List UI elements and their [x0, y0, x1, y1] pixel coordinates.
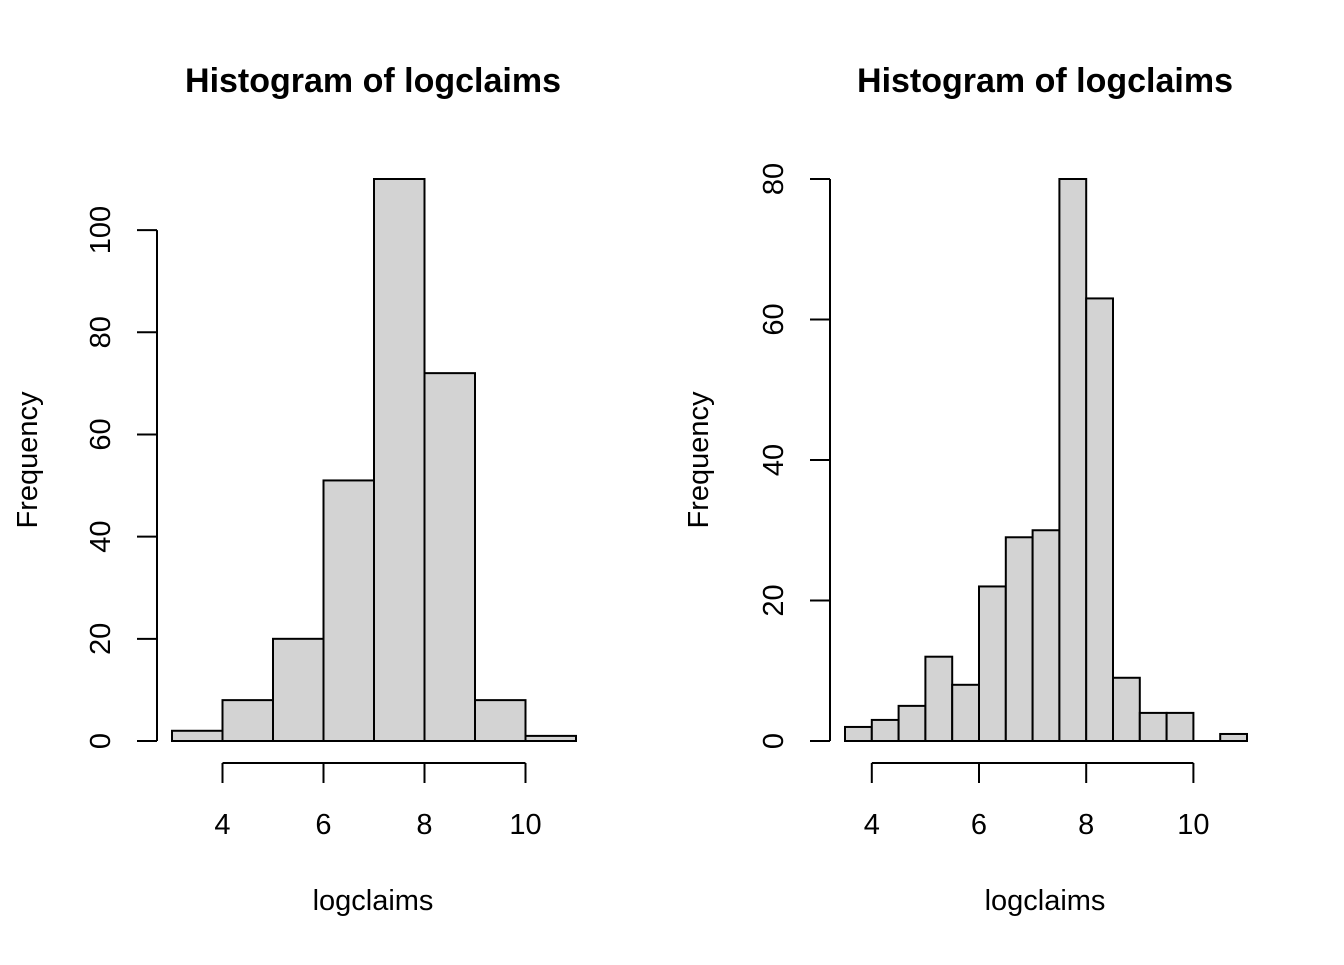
chart-title: Histogram of logclaims	[857, 62, 1233, 100]
histogram-bar	[1006, 537, 1033, 741]
histogram-bar	[526, 736, 577, 741]
histogram-bar	[1033, 530, 1060, 741]
y-tick-label: 20	[758, 584, 790, 616]
histogram-bar	[1086, 298, 1113, 741]
x-tick-label: 8	[416, 809, 432, 841]
x-axis: 4 6 8 10	[214, 763, 541, 841]
x-tick-label: 4	[214, 809, 230, 841]
y-tick-label: 80	[758, 163, 790, 195]
y-tick-label: 20	[85, 623, 117, 655]
x-axis: 4 6 8 10	[864, 763, 1210, 841]
histogram-bar	[172, 731, 223, 741]
chart-title: Histogram of logclaims	[185, 62, 561, 100]
y-axis: 0 20 40 60 80 100	[85, 206, 157, 749]
y-tick-label: 40	[758, 444, 790, 476]
x-tick-label: 6	[315, 809, 331, 841]
histogram-bar	[273, 639, 324, 741]
y-tick-label: 40	[85, 521, 117, 553]
histogram-bar	[223, 700, 274, 741]
x-tick-label: 10	[1177, 809, 1209, 841]
y-tick-label: 80	[85, 316, 117, 348]
histogram-bar	[1220, 734, 1247, 741]
y-tick-label: 60	[758, 303, 790, 335]
histogram-bar	[1167, 713, 1194, 741]
histogram-bar	[872, 720, 899, 741]
histogram-bar	[324, 480, 375, 741]
histogram-bar	[475, 700, 526, 741]
histogram-bar	[899, 706, 926, 741]
y-tick-label: 0	[85, 733, 117, 749]
x-tick-label: 8	[1078, 809, 1094, 841]
histogram-bar	[374, 179, 425, 741]
histogram-bars	[845, 179, 1247, 741]
y-tick-label: 60	[85, 418, 117, 450]
x-axis-label: logclaims	[313, 885, 434, 917]
y-axis: 0 20 40 60 80	[758, 163, 830, 749]
histogram-bar	[925, 657, 952, 741]
histogram-bar	[1059, 179, 1086, 741]
histogram-bar	[952, 685, 979, 741]
histogram-bars	[172, 179, 576, 741]
histogram-bar	[979, 586, 1006, 741]
y-tick-label: 100	[85, 206, 117, 254]
x-tick-label: 6	[971, 809, 987, 841]
y-axis-label: Frequency	[12, 391, 44, 529]
x-axis-label: logclaims	[985, 885, 1106, 917]
x-tick-label: 4	[864, 809, 880, 841]
y-axis-label: Frequency	[683, 391, 715, 529]
histogram-bar	[1113, 678, 1140, 741]
histogram-bar	[1140, 713, 1167, 741]
y-tick-label: 0	[758, 733, 790, 749]
histogram-panel-2: 4 6 8 10 0 20 40 60 80 Histogram of logclaims logc…	[683, 62, 1247, 917]
histogram-bar	[845, 727, 872, 741]
histogram-bar	[425, 373, 476, 741]
x-tick-label: 10	[509, 809, 541, 841]
